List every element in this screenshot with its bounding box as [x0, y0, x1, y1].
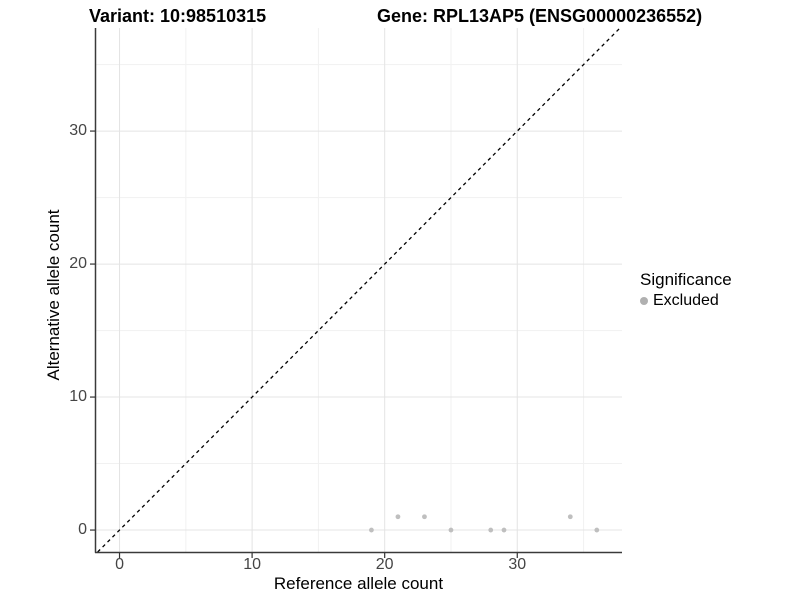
- data-point: [395, 514, 401, 520]
- y-tick-label: 10: [69, 388, 87, 406]
- x-tick-label: 30: [508, 556, 527, 573]
- y-tick-label: 30: [69, 122, 87, 140]
- legend-item-label: Excluded: [653, 292, 719, 309]
- x-tick-label: 20: [375, 556, 394, 573]
- variant-title: Variant: 10:98510315: [89, 6, 267, 26]
- gene-title: Gene: RPL13AP5 (ENSG00000236552): [377, 6, 703, 26]
- identity-reference-line: [97, 27, 621, 553]
- data-point: [567, 514, 573, 520]
- y-tick-label: 20: [69, 255, 87, 273]
- data-point: [422, 514, 427, 520]
- data-point: [369, 527, 374, 533]
- x-axis-title: Reference allele count: [273, 574, 444, 593]
- data-point: [594, 527, 600, 533]
- x-tick-label: 10: [243, 556, 261, 573]
- legend-item-excluded: Excluded: [640, 292, 732, 310]
- y-axis-title: Alternative allele count: [44, 209, 63, 381]
- legend-title: Significance: [640, 270, 732, 289]
- legend: Significance Excluded: [640, 270, 732, 310]
- data-point: [448, 527, 454, 533]
- data-point: [488, 527, 494, 533]
- x-tick-label: 0: [115, 556, 124, 573]
- legend-point-icon: [640, 297, 648, 305]
- data-point: [501, 527, 507, 533]
- y-tick-label: 0: [78, 521, 87, 539]
